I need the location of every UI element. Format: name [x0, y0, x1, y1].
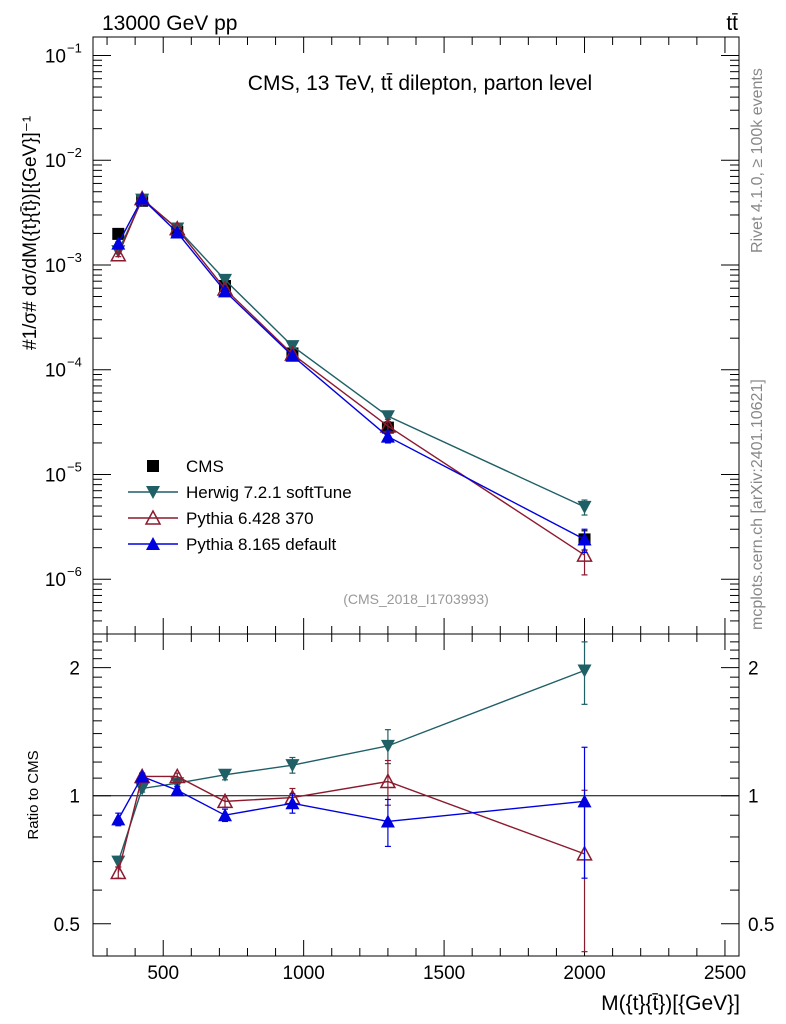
main-point-pythia-8-165-default — [218, 284, 233, 298]
ratio-point-herwig-7-2-1-softtune — [577, 664, 592, 678]
main-point-pythia-6-428-370 — [576, 546, 593, 562]
main-point-herwig-7-2-1-softtune — [577, 500, 592, 514]
ratio-point-herwig-7-2-1-softtune — [218, 768, 233, 782]
y-tick-label-main-exponent: −5 — [67, 459, 82, 474]
mcplots-side-label: mcplots.cern.ch [arXiv:2401.10621] — [749, 379, 766, 630]
legend-marker-pythia-6-428-370 — [144, 509, 162, 525]
ratio-series — [110, 641, 593, 953]
main-point-pythia-8-165-default — [380, 429, 395, 443]
y-tick-label-main: 10 — [45, 46, 66, 67]
main-point-pythia-8-165-default — [577, 532, 592, 546]
ratio-y-axis-label: Ratio to CMS — [25, 750, 42, 839]
y-tick-label-main: 10 — [45, 465, 66, 486]
x-axis-ticks: 500 1000 1500 2000 2500 — [106, 37, 746, 984]
ratio-point-pythia-8-165-default — [218, 808, 233, 822]
ratio-point-pythia-6-428-370 — [169, 767, 186, 784]
main-point-pythia-8-165-default — [135, 191, 150, 205]
x-tick-label: 1000 — [283, 963, 325, 984]
ratio-point-pythia-6-428-370 — [216, 792, 234, 809]
y-tick-label-main-exponent: −1 — [67, 40, 82, 55]
legend-label-cms: CMS — [186, 457, 224, 476]
header-right-label: tt̄ — [726, 12, 738, 35]
main-point-pythia-8-165-default — [285, 348, 300, 362]
y-tick-label-ratio-left: 2 — [69, 659, 80, 680]
main-point-pythia-6-428-370 — [110, 246, 127, 262]
y-tick-label-ratio-right: 1 — [748, 787, 759, 808]
ratio-line-herwig-7-2-1-softtune — [117, 669, 585, 862]
y-tick-label-main-exponent: −4 — [67, 355, 82, 370]
y-tick-label-ratio-left: 0.5 — [54, 915, 80, 936]
legend-label-pythia-8-165-default: Pythia 8.165 default — [186, 535, 337, 554]
legend-marker-pythia-8-165-default — [146, 537, 160, 550]
y-tick-label-main-exponent: −3 — [67, 250, 82, 265]
y-tick-label-ratio-left: 1 — [69, 787, 80, 808]
main-series — [110, 190, 593, 576]
y-tick-label-main: 10 — [45, 151, 66, 172]
ratio-point-pythia-8-165-default — [111, 812, 126, 826]
ratio-point-herwig-7-2-1-softtune — [285, 759, 300, 773]
ratio-line-pythia-6-428-370 — [117, 775, 585, 873]
ratio-plot-frame — [92, 633, 740, 957]
ratio-point-pythia-8-165-default — [170, 783, 185, 797]
y-tick-label-main-exponent: −2 — [67, 145, 82, 160]
ratio-point-pythia-6-428-370 — [110, 863, 127, 880]
legend-marker-cms — [147, 460, 159, 472]
x-tick-label: 1500 — [423, 963, 465, 984]
y-tick-label-main: 10 — [45, 570, 66, 591]
rivet-side-label: Rivet 4.1.0, ≥ 100k events — [749, 68, 766, 253]
main-point-pythia-8-165-default — [111, 236, 126, 250]
ratio-point-herwig-7-2-1-softtune — [380, 739, 395, 753]
legend-label-pythia-6-428-370: Pythia 6.428 370 — [186, 509, 314, 528]
ratio-line-pythia-8-165-default — [117, 775, 585, 823]
ratio-point-pythia-8-165-default — [380, 814, 395, 828]
chart-watermark: (CMS_2018_I1703993) — [343, 591, 489, 607]
legend-label-herwig-7-2-1-softtune: Herwig 7.2.1 softTune — [186, 483, 352, 502]
main-y-axis-label: #1/σ# dσ/dM({t}{t̄})[{GeV}]⁻¹ — [20, 116, 41, 350]
legend: CMS Herwig 7.2.1 softTune Pythia 6.428 370… — [128, 457, 352, 554]
y-tick-label-main-exponent: −6 — [67, 564, 82, 579]
x-tick-label: 500 — [147, 963, 179, 984]
y-tick-label-ratio-right: 0.5 — [748, 915, 774, 936]
main-axes: 10−610−510−410−310−210−1 — [45, 40, 739, 635]
ratio-point-pythia-8-165-default — [135, 769, 150, 783]
y-tick-label-ratio-right: 2 — [748, 659, 759, 680]
ratio-point-herwig-7-2-1-softtune — [135, 782, 150, 796]
x-axis-label: M({t}{t̄})[{GeV}] — [601, 992, 740, 1015]
ratio-axes: 0.5 0.5 1 1 2 2 — [54, 641, 774, 936]
y-tick-label-main: 10 — [45, 256, 66, 277]
main-point-herwig-7-2-1-softtune — [380, 410, 395, 424]
ratio-point-pythia-6-428-370 — [379, 772, 397, 789]
y-tick-label-main: 10 — [45, 361, 66, 382]
ratio-point-pythia-8-165-default — [577, 794, 592, 808]
main-point-pythia-8-165-default — [170, 225, 185, 239]
header-left-label: 13000 GeV pp — [102, 12, 237, 35]
chart-title: CMS, 13 TeV, tt̄ dilepton, parton level — [248, 72, 592, 95]
legend-marker-herwig-7-2-1-softtune — [146, 486, 160, 499]
x-tick-label: 2500 — [704, 963, 746, 984]
ratio-point-pythia-8-165-default — [285, 796, 300, 810]
x-tick-label: 2000 — [563, 963, 605, 984]
